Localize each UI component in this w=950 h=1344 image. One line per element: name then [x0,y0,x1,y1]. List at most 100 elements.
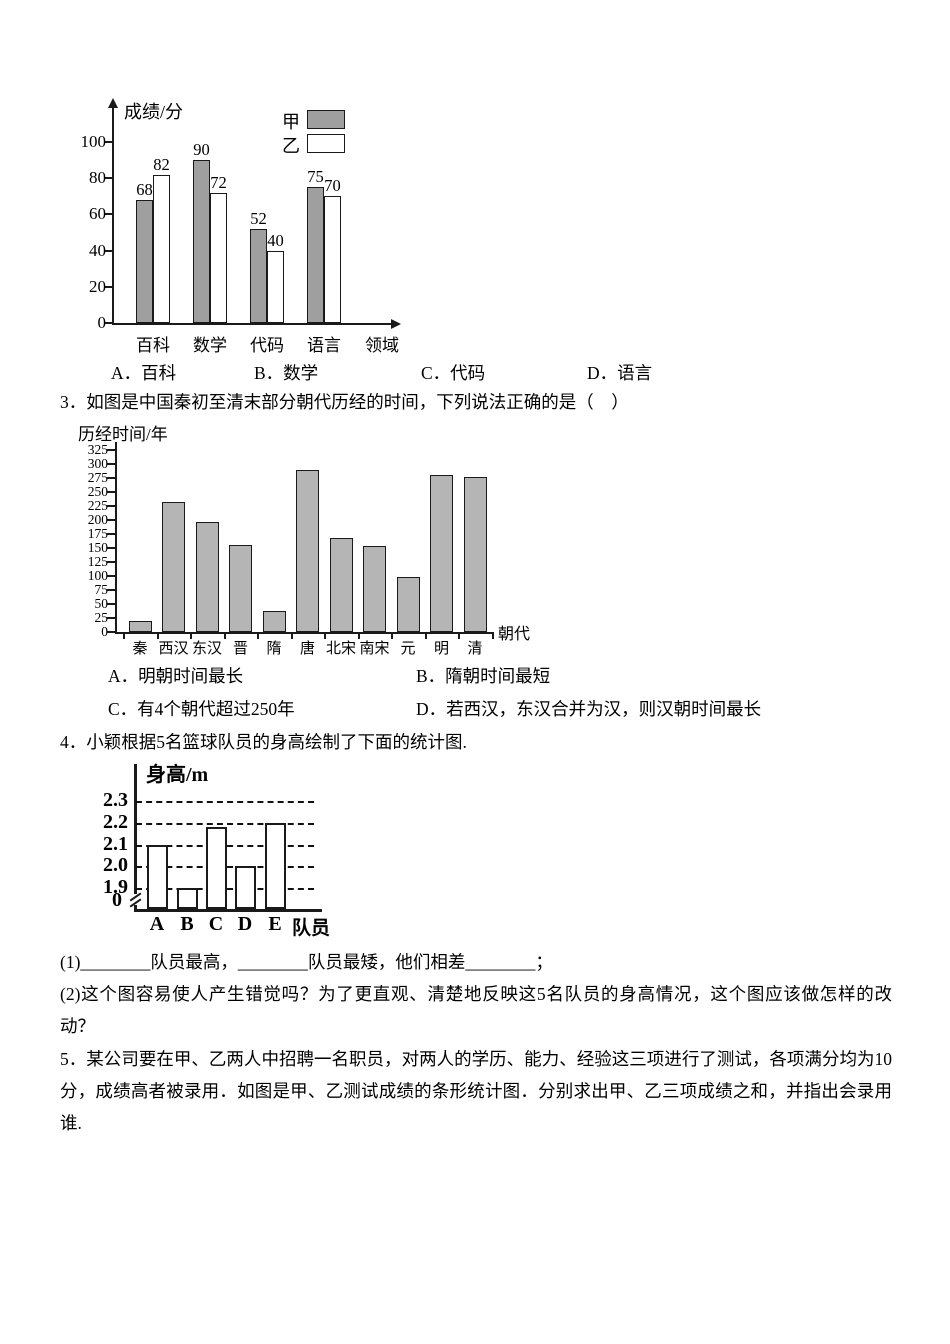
bar-B [176,888,198,909]
bar-西汉 [162,502,185,632]
x-tick-label: 西汉 [158,641,189,657]
bar-隋 [262,611,286,632]
y-axis [134,764,137,909]
gridline [136,822,314,825]
axis-break-gap [132,894,139,905]
y-axis-label: 成绩/分 [124,102,184,122]
bar-乙-百科 [153,174,170,323]
bar-乙-数学 [210,192,227,323]
y-tick [107,463,115,465]
x-axis-arrow-icon [391,319,401,329]
y-axis-label: 历经时间/年 [78,425,168,444]
y-tick [107,575,115,577]
x-tick [324,632,327,639]
y-axis [115,442,117,632]
y-tick-label: 150 [87,540,108,555]
y-tick-label: 75 [94,582,109,597]
legend-swatch [307,110,345,129]
q3-option-d: D．若西汉，东汉合并为汉，则汉朝时间最长 [416,699,762,719]
x-tick [156,632,159,639]
y-tick-label: 100 [87,568,108,583]
x-tick-label: 代码 [250,336,284,355]
y-tick [105,285,112,288]
bar-value-label: 90 [193,140,210,160]
bar-value-label: 82 [153,154,170,174]
x-axis [115,632,492,634]
bar-A [146,844,168,909]
x-axis-label: 队员 [292,918,331,939]
x-tick-label: 晋 [232,641,248,657]
x-axis-label: 领域 [365,336,399,355]
bar-乙-语言 [324,196,341,323]
bar-value-label: 52 [250,208,267,228]
y-tick [105,249,112,252]
x-tick [491,632,494,639]
y-tick-label: 200 [87,512,108,527]
y-tick-label: 275 [87,470,108,485]
y-tick-label: 80 [89,168,106,188]
y-tick [107,519,115,521]
chart-heights: 身高/m 1.9 2.0 2.1 2.2 2.3 0 A B C D E 队员 [60,758,400,946]
x-tick-label: 明 [433,641,449,657]
x-tick-label: 清 [467,641,483,657]
q2-option-d: D．语言 [587,363,653,383]
x-tick-label: E [268,913,282,935]
x-tick-label: 南宋 [359,641,390,657]
q4-sub1: (1)________队员最高，________队员最矮，他们相差_______… [60,952,553,972]
y-tick [107,533,115,535]
y-axis-arrow-icon [108,98,118,108]
bar-唐 [296,469,319,632]
y-tick-label: 50 [94,596,109,611]
x-tick [357,632,360,639]
bar-甲-代码 [250,228,267,323]
y-tick-label: 100 [80,132,107,151]
y-tick [105,177,112,180]
x-tick [458,632,461,639]
x-tick-label: B [180,913,194,935]
q2-option-c: C．代码 [421,363,486,383]
y-tick-label: 20 [89,276,106,296]
y-tick [107,617,115,619]
y-tick-label: 125 [87,554,108,569]
y-tick [107,505,115,507]
q3-option-b: B．隋朝时间最短 [416,666,551,686]
q4-text: 4．小颖根据5名篮球队员的身高绘制了下面的统计图. [60,732,467,752]
y-tick [105,141,112,143]
bar-value-label: 75 [307,167,324,187]
bar-value-label: 68 [136,179,153,199]
y-tick-label: 2.0 [103,854,128,877]
x-axis-label: 朝代 [498,626,531,643]
y-tick-label: 225 [87,498,108,513]
legend-swatch [307,134,345,153]
x-tick-label: 数学 [193,336,227,355]
bar-东汉 [195,522,219,632]
x-tick [290,632,293,639]
x-axis [134,909,322,912]
y-tick-label: 175 [87,526,108,541]
bar-value-label: 72 [210,172,227,192]
bar-甲-百科 [136,199,153,323]
x-tick-label: 语言 [307,336,341,355]
y-tick-label: 40 [89,240,106,260]
x-tick-label: 元 [400,641,416,657]
y-tick-label: 25 [94,610,109,625]
y-tick [107,491,115,493]
x-tick [257,632,260,639]
bar-value-label: 70 [324,176,341,196]
y-tick [105,322,112,324]
chart-scores: 成绩/分 领域 0 20 40 60 80 100 68 82 百科 90 72 数学 52 40 代码 75 70… [60,98,440,356]
x-tick-label: 北宋 [325,641,356,657]
y-tick-label: 250 [87,484,108,499]
y-tick-label: 2.1 [103,832,128,855]
bar-甲-数学 [193,160,210,323]
q3-text: 3．如图是中国秦初至清末部分朝代历经的时间，下列说法正确的是（ ） [60,392,629,412]
x-tick-label: C [208,913,224,935]
y-tick-label: 300 [87,456,108,471]
bar-C [205,827,227,909]
x-tick-label: A [149,913,165,935]
bar-秦 [128,620,152,632]
y-axis [112,108,114,323]
y-tick [107,561,115,563]
gridline [136,801,314,804]
